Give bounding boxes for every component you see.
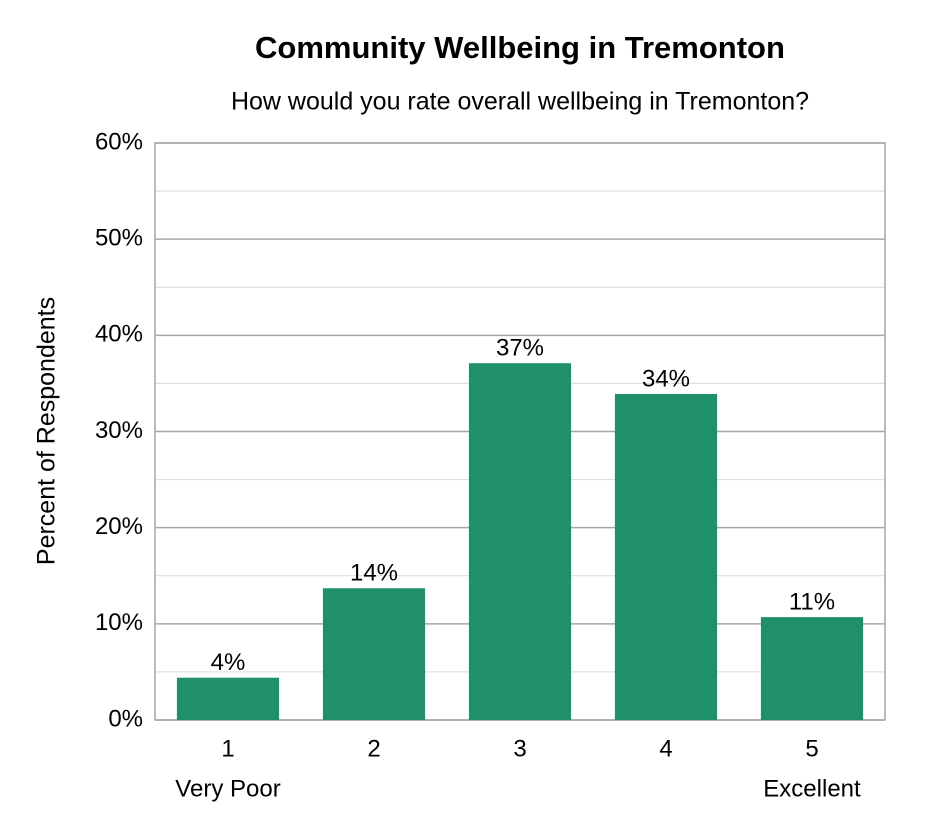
chart-subtitle: How would you rate overall wellbeing in … [231, 88, 809, 116]
data-label: 34% [642, 365, 690, 392]
y-tick-label: 0% [108, 705, 143, 732]
bar [614, 393, 718, 720]
y-tick-label: 10% [95, 609, 143, 636]
x-tick-label: 4 [659, 735, 672, 762]
x-tick-label: 2 [367, 735, 380, 762]
chart-title: Community Wellbeing in Tremonton [255, 30, 785, 65]
y-tick-label: 40% [95, 321, 143, 348]
x-tick-label: 1 [221, 735, 234, 762]
y-tick-label: 50% [95, 225, 143, 252]
x-tick-sublabel: Very Poor [175, 775, 280, 802]
x-tick-label: 3 [513, 735, 526, 762]
bar [468, 363, 572, 720]
data-label: 14% [350, 560, 398, 587]
y-axis-label: Percent of Respondents [33, 297, 61, 565]
bar [322, 588, 426, 720]
data-label: 4% [211, 649, 246, 676]
data-label: 37% [496, 335, 544, 362]
x-tick-sublabel: Excellent [763, 775, 861, 802]
x-tick-label: 5 [805, 735, 818, 762]
bar [176, 677, 280, 720]
bar [760, 617, 864, 720]
data-label: 11% [789, 588, 835, 615]
y-tick-label: 20% [95, 513, 143, 540]
y-tick-label: 60% [95, 128, 143, 155]
y-tick-label: 30% [95, 417, 143, 444]
